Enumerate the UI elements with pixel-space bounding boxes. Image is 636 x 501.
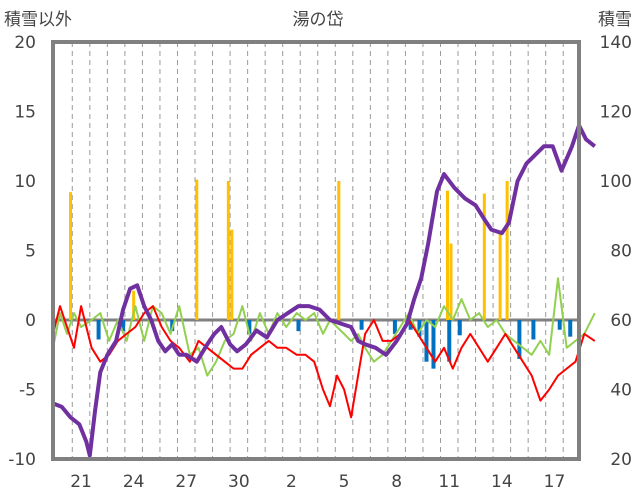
left-tick-label: 5 <box>25 242 36 262</box>
left-tick-label: 10 <box>14 172 36 192</box>
deficit-bar <box>457 320 462 336</box>
x-tick-label: 24 <box>123 472 145 492</box>
x-tick-label: 2 <box>286 472 297 492</box>
right-tick-labels: 140 120 100 80 60 40 20 <box>600 33 632 470</box>
x-tick-label: 30 <box>228 472 250 492</box>
precip-bar <box>230 229 234 320</box>
left-tick-label: 15 <box>14 103 36 123</box>
x-tick-label: 27 <box>175 472 197 492</box>
temp-max-line <box>52 305 596 419</box>
deficit-bar <box>296 320 301 332</box>
precip-bar <box>337 181 341 320</box>
left-tick-label: 0 <box>25 311 36 331</box>
precip-bar <box>482 193 486 320</box>
chart-title: 湯の岱 <box>293 10 344 30</box>
line-layer <box>52 123 597 458</box>
x-tick-labels: 21 24 27 30 2 5 8 11 14 17 <box>70 472 565 492</box>
deficit-bar <box>531 320 536 340</box>
deficit-bar <box>557 320 562 330</box>
left-axis-title: 積雪以外 <box>4 10 72 30</box>
left-tick-labels: 20 15 10 5 0 -5 -10 <box>8 33 36 470</box>
precip-bar <box>69 192 73 320</box>
deficit-bar <box>96 320 101 340</box>
precip-bar <box>226 181 230 320</box>
x-tick-label: 11 <box>438 472 460 492</box>
x-tick-label: 21 <box>70 472 92 492</box>
precip-bar <box>446 190 449 320</box>
temp-min-line <box>52 277 596 377</box>
bar-layer <box>69 179 573 369</box>
left-tick-label: -10 <box>8 450 36 470</box>
deficit-bar <box>517 320 522 359</box>
deficit-bar <box>447 320 452 362</box>
deficit-bar <box>408 320 413 330</box>
right-tick-label: 60 <box>610 311 632 331</box>
left-tick-label: 20 <box>14 33 36 53</box>
deficit-bar <box>121 320 126 332</box>
right-tick-label: 80 <box>610 242 632 262</box>
deficit-bar <box>417 320 422 337</box>
precip-bar <box>505 181 509 320</box>
x-tick-label: 14 <box>491 472 513 492</box>
precip-bar <box>195 179 199 320</box>
deficit-bar <box>359 320 364 330</box>
right-tick-label: 100 <box>600 172 632 192</box>
precip-bar <box>498 233 502 320</box>
right-tick-label: 20 <box>610 450 632 470</box>
x-tick-label: 8 <box>391 472 402 492</box>
deficit-bar <box>568 320 573 337</box>
precip-bar <box>449 243 453 320</box>
left-tick-label: -5 <box>19 381 36 401</box>
right-axis-title: 積雪 <box>598 10 632 30</box>
plot-frame <box>51 40 581 461</box>
right-tick-label: 40 <box>610 381 632 401</box>
deficit-bar <box>247 320 252 334</box>
x-tick-label: 5 <box>339 472 350 492</box>
deficit-bar <box>431 320 436 369</box>
right-tick-label: 140 <box>600 33 632 53</box>
snow-depth-line <box>52 123 597 458</box>
deficit-bar <box>424 320 429 362</box>
deficit-bar <box>392 320 397 334</box>
right-tick-label: 120 <box>600 103 632 123</box>
precip-bar <box>132 290 136 320</box>
x-tick-label: 17 <box>544 472 566 492</box>
